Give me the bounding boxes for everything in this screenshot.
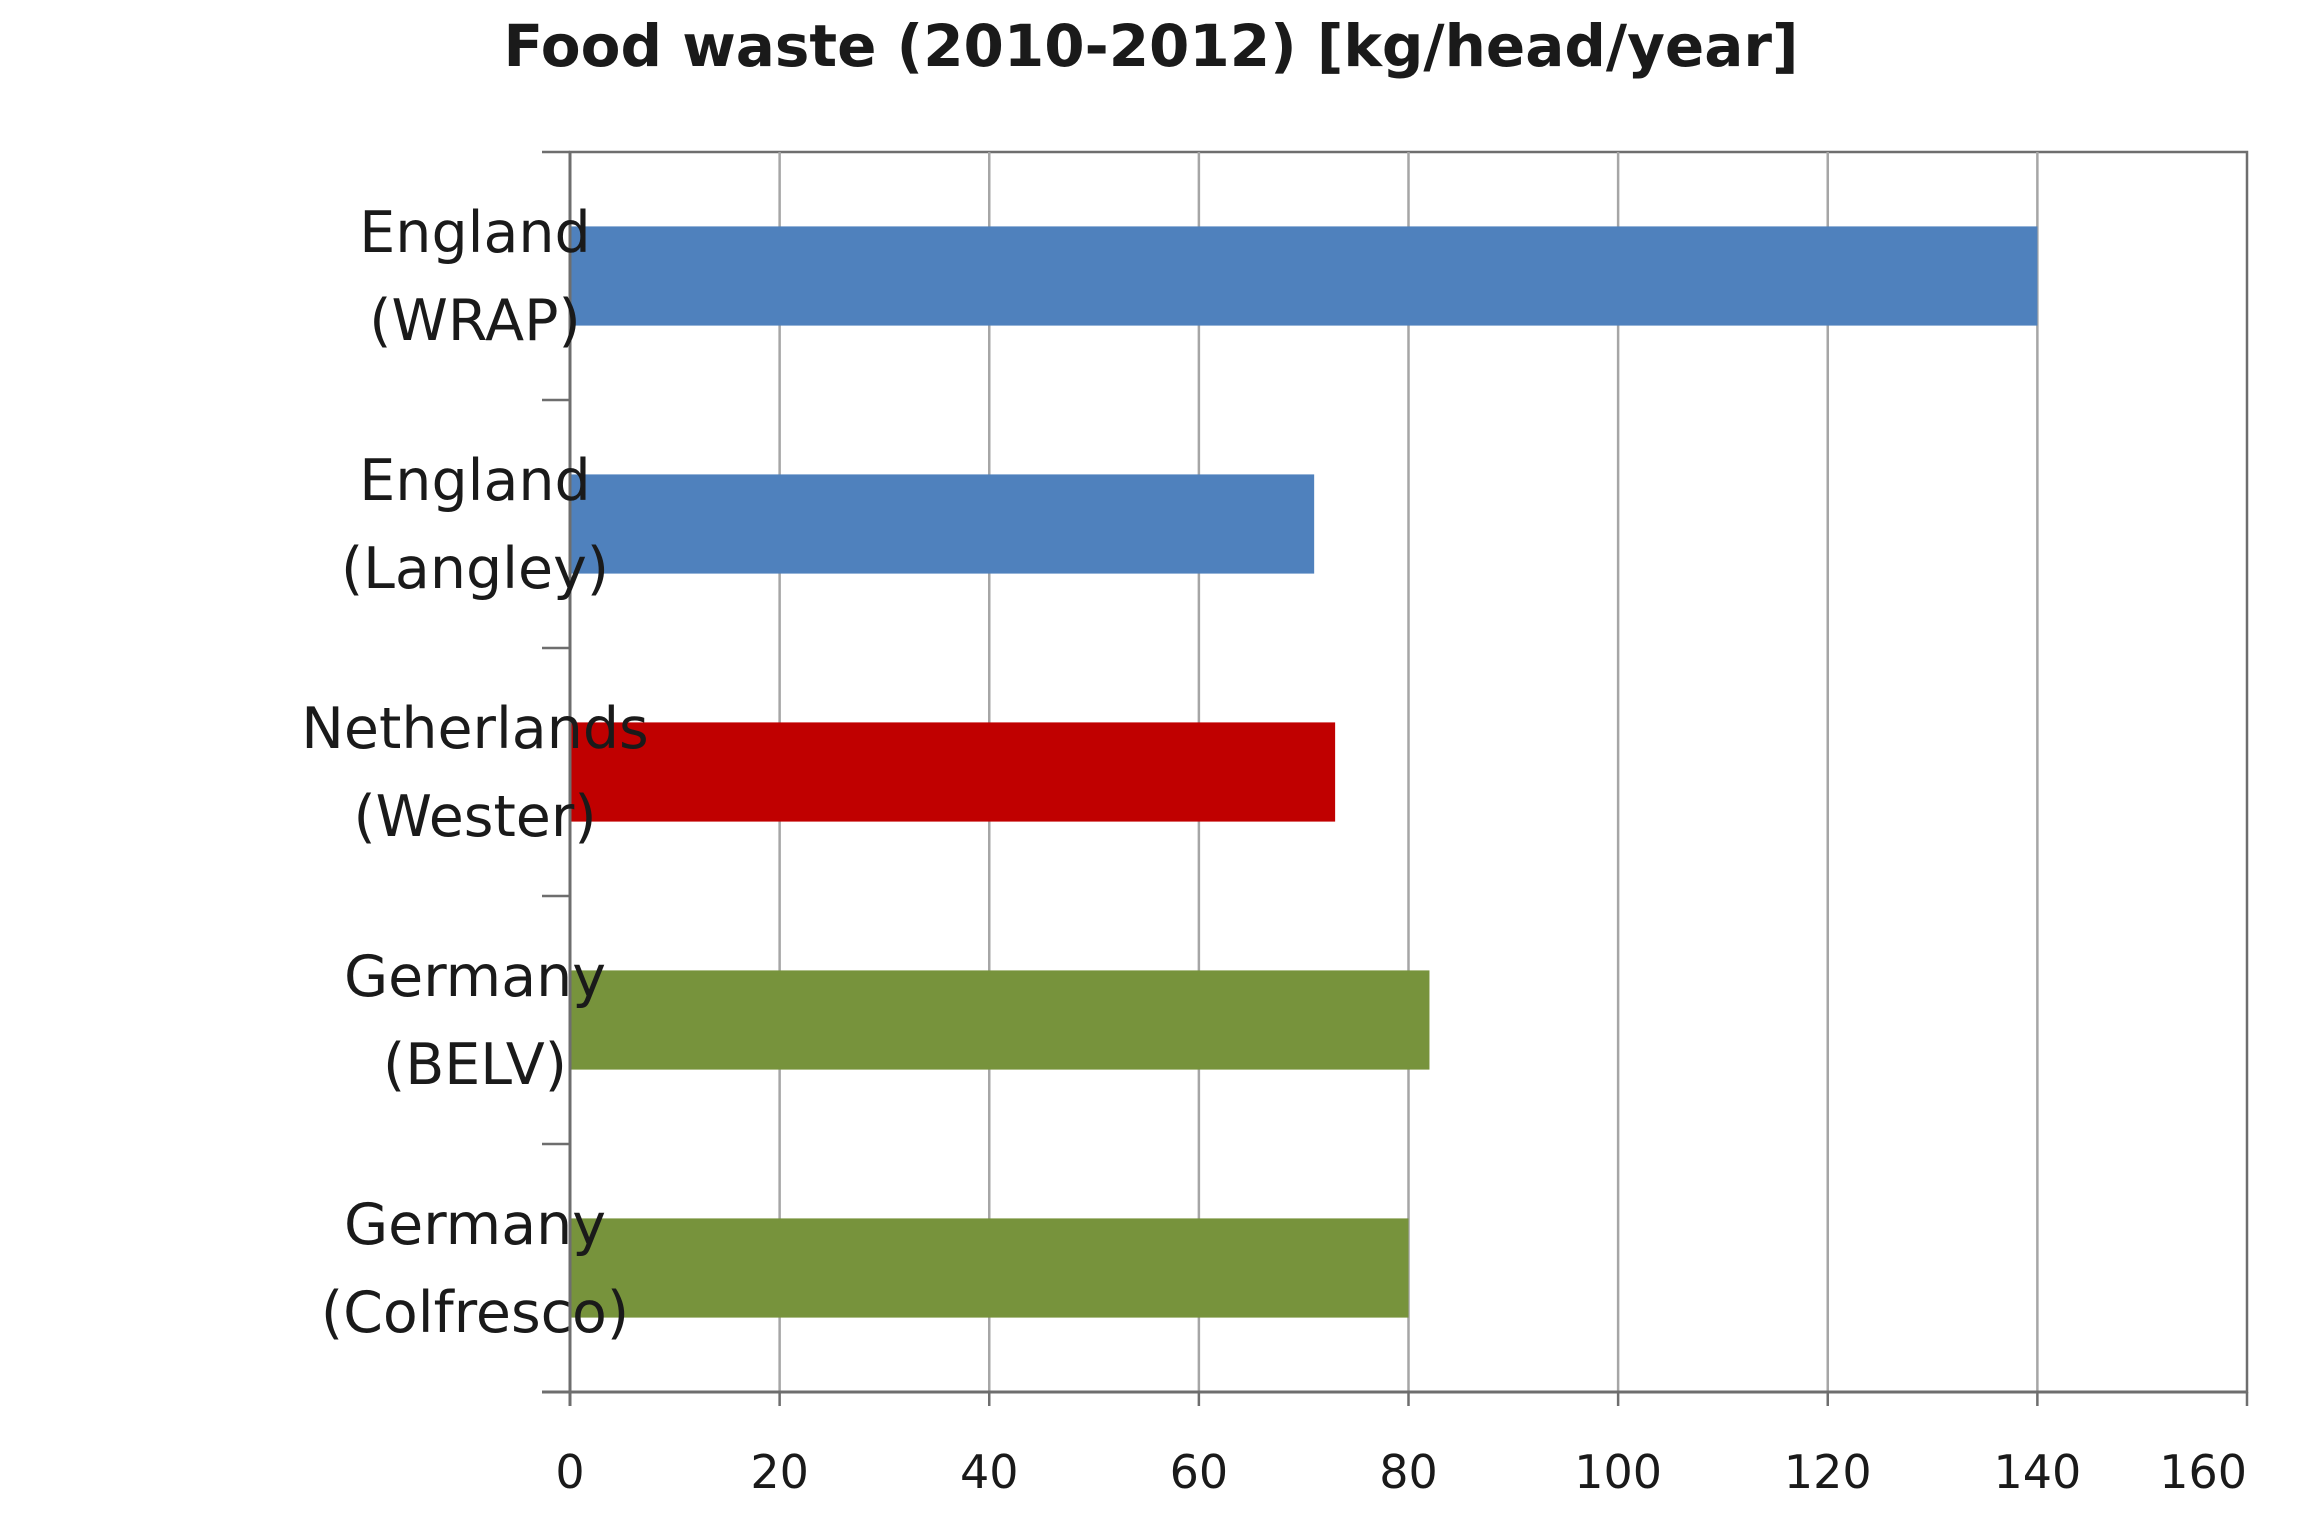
category-labels: England (WRAP) England (Langley) Netherlands… — [301, 200, 648, 1346]
x-tick-label-5: 100 — [1574, 1445, 1662, 1499]
x-tick-label-8: 160 — [2159, 1445, 2247, 1499]
category-label-2: Netherlands (Wester) — [301, 696, 648, 850]
x-tick-label-3: 60 — [1170, 1445, 1229, 1499]
axes — [542, 150, 2249, 1406]
chart-title: Food waste (2010-2012) [kg/head/year] — [504, 12, 1799, 80]
x-tick-label-6: 120 — [1784, 1445, 1872, 1499]
category-label-3: Germany (BELV) — [344, 944, 606, 1098]
category-label-1-line-0: England — [359, 448, 590, 514]
gridlines — [778, 152, 2039, 1392]
category-label-3-line-0: Germany — [344, 944, 606, 1010]
category-label-0-line-0: England — [359, 200, 590, 266]
bar-4 — [570, 1218, 1409, 1318]
x-tick-label-1: 20 — [750, 1445, 809, 1499]
x-tick-label-7: 140 — [1993, 1445, 2081, 1499]
category-label-4: Germany (Colfresco) — [321, 1192, 629, 1346]
category-label-0-line-1: (WRAP) — [369, 288, 581, 354]
bars — [570, 226, 2038, 1318]
category-label-0: England (WRAP) — [359, 200, 590, 354]
category-label-1-line-1: (Langley) — [341, 536, 609, 602]
category-label-3-line-1: (BELV) — [383, 1032, 567, 1098]
bar-2 — [570, 722, 1336, 822]
category-label-2-line-0: Netherlands — [301, 696, 648, 762]
x-tick-label-0: 0 — [555, 1445, 584, 1499]
category-label-4-line-0: Germany — [344, 1192, 606, 1258]
category-label-1: England (Langley) — [341, 448, 609, 602]
category-label-2-line-1: (Wester) — [353, 784, 596, 850]
bar-3 — [570, 970, 1430, 1070]
x-tick-label-4: 80 — [1379, 1445, 1438, 1499]
category-label-4-line-1: (Colfresco) — [321, 1280, 629, 1346]
x-tick-label-2: 40 — [960, 1445, 1019, 1499]
bar-1 — [570, 474, 1315, 574]
bar-0 — [570, 226, 2038, 326]
x-tick-labels: 0 20 40 60 80 100 120 140 160 — [555, 1445, 2247, 1499]
